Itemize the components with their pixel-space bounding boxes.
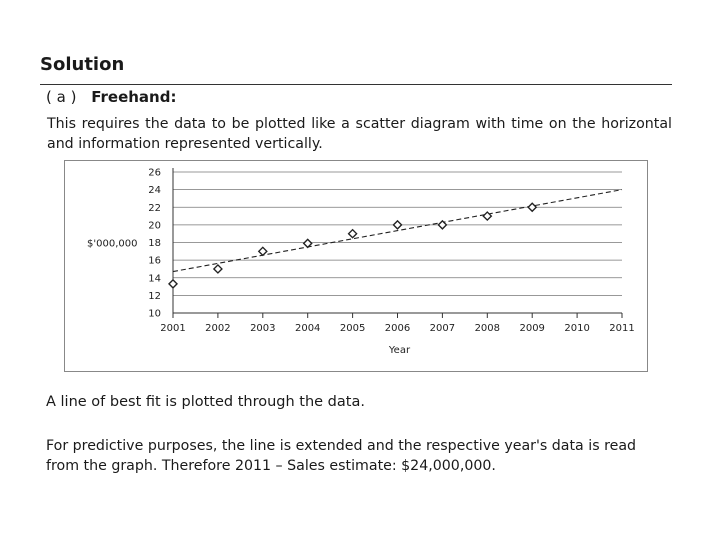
data-point [257,246,268,257]
x-tick-label: 2011 [609,323,634,334]
y-tick-label: 16 [148,256,161,267]
heading-rule [40,84,672,85]
y-tick-label: 10 [148,309,161,320]
data-point [437,219,448,230]
part-label: ( a ) [46,88,77,106]
y-tick-label: 14 [148,273,161,284]
data-point [527,202,538,213]
data-point [347,228,358,239]
x-tick-label: 2003 [250,323,275,334]
data-point [482,211,493,222]
y-tick-label: 26 [148,168,161,179]
y-tick-label: 12 [148,291,161,302]
x-tick-label: 2005 [340,323,365,334]
scatter-chart: 26 24 22 20 18 16 14 12 10 2001 2002 2003 2004 2005 20… [87,168,635,357]
paragraph-prediction: For predictive purposes, the line is ext… [46,438,637,474]
paragraph-intro: This requires the data to be plotted lik… [47,116,672,152]
data-point [302,238,313,249]
part-a-row: ( a ) Freehand: [46,88,176,106]
x-tick-label: 2006 [385,323,410,334]
x-tick-label: 2001 [160,323,185,334]
x-axis-label: Year [388,345,411,356]
data-point [168,278,178,289]
y-tick-label: 20 [148,220,161,231]
trend-line [172,189,623,273]
y-tick-label: 22 [148,203,161,214]
x-tick-label: 2002 [205,323,230,334]
x-tick-label: 2009 [519,323,544,334]
part-title: Freehand: [91,88,177,106]
y-axis-label: $'000,000 [87,239,137,250]
y-tick-label: 18 [148,238,161,249]
paragraph-best-fit: A line of best fit is plotted through th… [46,394,365,410]
data-point [392,219,403,230]
x-tick-label: 2004 [295,323,320,334]
y-tick-label: 24 [148,185,161,196]
data-point [212,263,223,274]
x-tick-label: 2007 [430,323,455,334]
heading-solution: Solution [40,54,125,75]
x-tick-label: 2008 [475,323,500,334]
chart-frame: 26 24 22 20 18 16 14 12 10 2001 2002 2003 2004 2005 20… [64,160,648,372]
x-tick-label: 2010 [564,323,589,334]
